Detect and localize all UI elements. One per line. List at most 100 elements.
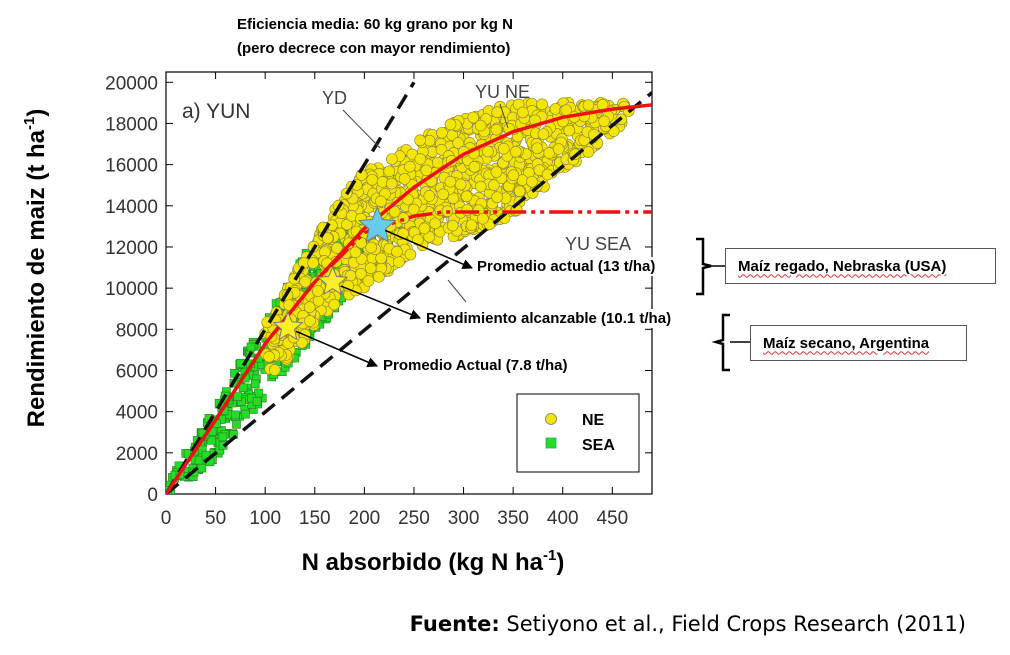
yd-upper-line — [166, 81, 416, 494]
ne-point — [404, 160, 416, 173]
annotation-arrow-2 — [295, 330, 378, 368]
ne-point — [507, 169, 520, 181]
ne-point — [362, 275, 375, 287]
ne-point — [263, 350, 275, 363]
x-tick-label: 150 — [299, 508, 331, 529]
ne-point — [497, 142, 510, 155]
legend-box — [516, 393, 640, 473]
legend: NE SEA — [516, 393, 640, 473]
ne-point — [488, 179, 500, 191]
y-tick-label: 6000 — [116, 361, 158, 382]
ne-point — [296, 336, 308, 349]
ne-point — [477, 212, 489, 225]
ne-point — [490, 166, 503, 178]
y-tick-label: 2000 — [116, 444, 158, 465]
ne-point — [355, 237, 367, 249]
yu-sea-label: YU SEA — [565, 234, 631, 254]
ne-point — [526, 175, 538, 188]
ne-point — [582, 99, 595, 111]
ne-point — [454, 178, 467, 191]
x-tick-label: 50 — [205, 508, 226, 529]
panel-label: a) YUN — [182, 100, 250, 123]
sea-point — [197, 463, 207, 473]
ne-point — [436, 126, 448, 139]
ne-point — [582, 146, 595, 158]
legend-label-sea: SEA — [582, 437, 615, 454]
x-tick-label: 200 — [349, 508, 381, 529]
x-tick-label: 250 — [398, 508, 430, 529]
ne-point — [509, 145, 522, 158]
ne-point — [391, 245, 403, 258]
ne-point — [531, 142, 544, 155]
ne-point — [373, 271, 385, 283]
annotation-sea-mean: Promedio Actual (7.8 t/ha) — [380, 356, 571, 375]
callout-rainfed: Maíz secano, Argentina — [750, 325, 967, 361]
ne-point — [366, 173, 378, 186]
sea-point — [218, 432, 228, 442]
yd-label: YD — [322, 88, 347, 108]
ne-point — [468, 161, 481, 173]
star-marker-0 — [357, 206, 397, 243]
y-tick-label: 20000 — [105, 73, 158, 94]
ne-point — [467, 111, 480, 124]
ne-point — [513, 185, 526, 197]
sea-point — [233, 392, 243, 401]
ne-point — [341, 218, 353, 231]
x-tick-label: 400 — [547, 508, 579, 529]
ne-point — [552, 143, 565, 155]
ne-point — [429, 217, 442, 230]
ne-point — [407, 203, 420, 216]
ne-point — [268, 364, 281, 376]
ne-point — [398, 173, 411, 185]
sea-point — [250, 379, 260, 389]
ne-point — [393, 256, 405, 268]
y-tick-label: 12000 — [105, 238, 158, 259]
y-tick-label: 0 — [147, 485, 158, 506]
ne-point — [414, 153, 427, 165]
ne-point — [374, 195, 387, 208]
ne-point — [517, 106, 529, 119]
header-line-2: (pero decrece con mayor rendimiento) — [237, 40, 511, 57]
ne-point — [375, 252, 387, 265]
ne-point — [420, 164, 433, 177]
ne-point — [344, 269, 357, 282]
ne-point — [563, 124, 576, 137]
x-axis-title: N absorbido (kg N ha-1) — [302, 547, 565, 576]
ne-point — [331, 242, 343, 254]
ne-point — [431, 156, 444, 169]
header-line-1: Eficiencia media: 60 kg grano por kg N — [237, 16, 513, 33]
ne-point — [465, 219, 478, 231]
legend-label-ne: NE — [582, 412, 605, 429]
ne-point — [365, 241, 377, 254]
sea-point — [194, 455, 204, 465]
sea-point — [252, 397, 262, 406]
ne-point — [490, 123, 503, 136]
y-tick-label: 14000 — [105, 197, 158, 218]
ne-point — [474, 180, 487, 193]
brace-rainfed — [711, 313, 730, 372]
ne-point — [598, 115, 610, 128]
ne-point — [474, 119, 487, 132]
ne-point — [444, 118, 457, 131]
star-marker-2 — [272, 311, 304, 341]
ne-point — [386, 153, 398, 165]
ne-point — [304, 315, 316, 327]
x-tick-label: 0 — [161, 508, 172, 529]
x-tick-label: 350 — [497, 508, 529, 529]
ne-point — [460, 190, 473, 203]
ne-point — [461, 204, 474, 216]
annotation-attainable: Rendimiento alcanzable (10.1 t/ha) — [423, 309, 675, 328]
ne-point — [414, 134, 426, 147]
ne-point — [404, 248, 417, 261]
ne-point — [321, 232, 334, 244]
ne-point — [537, 128, 550, 140]
ne-point — [388, 205, 401, 218]
ne-point — [444, 175, 457, 188]
yd-lower-line — [166, 91, 652, 494]
sea-point — [207, 435, 216, 445]
ne-point — [299, 275, 311, 288]
yu-ne-label: YU NE — [475, 82, 530, 102]
y-tick-label: 18000 — [105, 114, 158, 135]
ne-point — [385, 177, 398, 190]
